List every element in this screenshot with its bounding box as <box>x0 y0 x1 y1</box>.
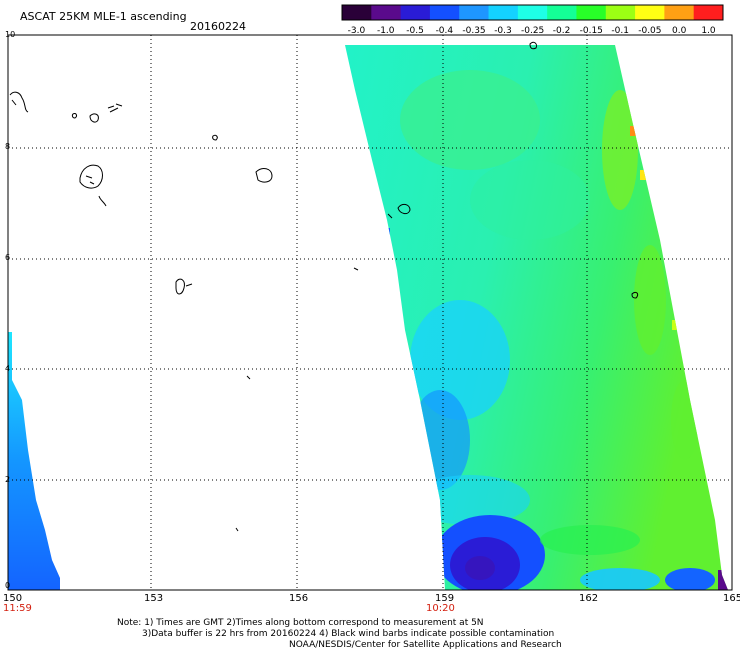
y-tick-0: 0 <box>5 581 11 590</box>
colorbar-frame <box>341 4 724 21</box>
x-tick-153: 153 <box>144 593 164 604</box>
island-coastlines <box>9 41 639 532</box>
colorbar-swatch <box>400 5 431 20</box>
colorbar-swatch <box>576 5 607 20</box>
ascat-swath-east <box>345 45 728 590</box>
y-tick-6: 6 <box>5 253 11 262</box>
y-tick-4: 4 <box>5 364 11 373</box>
plot-frame <box>7 34 733 591</box>
colorbar-label: -0.15 <box>579 26 603 36</box>
time-label-left: 11:59 <box>3 603 32 614</box>
colorbar-swatch <box>547 5 577 20</box>
colorbar-swatch <box>664 5 695 20</box>
colorbar-label: -0.5 <box>406 26 424 36</box>
lat-lon-grid <box>8 35 732 590</box>
note-line-3: NOAA/NESDIS/Center for Satellite Applica… <box>289 640 562 650</box>
y-tick-2: 2 <box>5 475 11 484</box>
time-label-mid: 10:20 <box>426 603 455 614</box>
x-tick-156: 156 <box>289 593 309 604</box>
colorbar-label: -0.3 <box>494 26 512 36</box>
colorbar-label: -3.0 <box>347 26 366 36</box>
note-line-2: 3)Data buffer is 22 hrs from 20160224 4)… <box>142 629 555 639</box>
ascat-swath-west <box>8 332 60 590</box>
x-tick-159: 159 <box>435 593 455 604</box>
colorbar-label: -0.4 <box>435 26 454 36</box>
colorbar-swatch <box>635 5 665 20</box>
colorbar-label: 0.0 <box>672 26 687 36</box>
colorbar <box>341 4 724 21</box>
x-tick-162: 162 <box>579 593 599 604</box>
colorbar-swatch <box>342 5 372 20</box>
y-tick-8: 8 <box>5 142 11 151</box>
colorbar-swatch <box>429 5 460 20</box>
colorbar-label: -0.25 <box>521 26 545 36</box>
colorbar-label: -0.35 <box>462 26 486 36</box>
colorbar-swatch <box>459 5 490 20</box>
colorbar-label: -0.05 <box>638 26 662 36</box>
colorbar-swatch <box>371 5 402 20</box>
colorbar-swatch <box>693 5 724 20</box>
colorbar-swatch <box>488 5 519 20</box>
colorbar-swatch <box>517 5 548 20</box>
colorbar-label: 1.0 <box>701 26 716 36</box>
product-title: ASCAT 25KM MLE-1 ascending <box>20 10 187 23</box>
colorbar-swatch <box>605 5 636 20</box>
product-date: 20160224 <box>190 20 246 33</box>
colorbar-label: -0.2 <box>552 26 571 36</box>
y-tick-10: 10 <box>5 30 16 39</box>
note-line-1: Note: 1) Times are GMT 2)Times along bot… <box>117 618 484 628</box>
x-tick-165: 165 <box>723 593 740 604</box>
x-tick-150: 150 <box>3 593 23 604</box>
colorbar-label: -1.0 <box>376 26 395 36</box>
colorbar-label: -0.1 <box>611 26 629 36</box>
